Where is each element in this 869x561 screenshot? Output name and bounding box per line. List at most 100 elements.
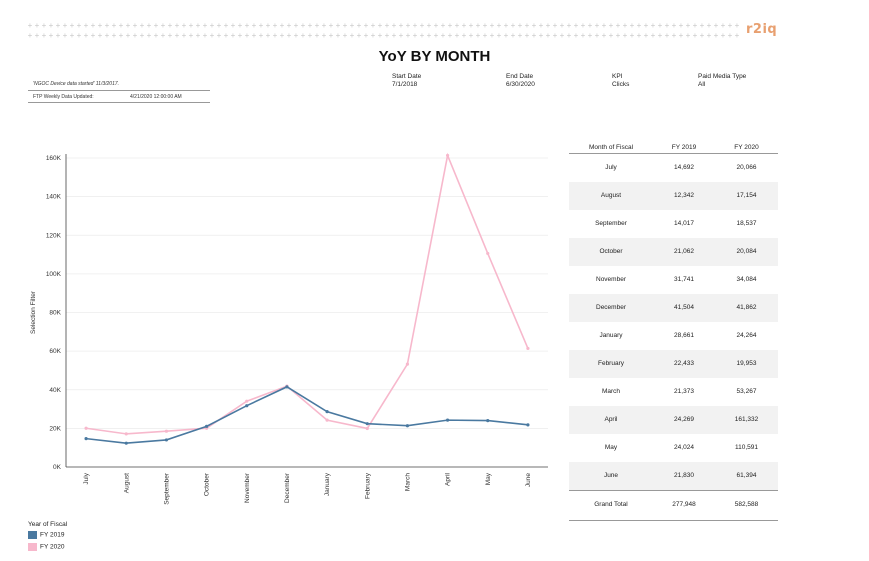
svg-text:+: +	[252, 21, 257, 30]
data-point-fy2020	[84, 426, 88, 430]
table-cell-month: June	[603, 472, 619, 479]
x-tick-label: February	[364, 472, 371, 499]
svg-text:+: +	[525, 21, 530, 30]
svg-text:+: +	[469, 31, 474, 40]
svg-text:+: +	[98, 21, 103, 30]
svg-text:+: +	[161, 21, 166, 30]
svg-text:+: +	[532, 21, 537, 30]
kpi-filter[interactable]: KPI Clicks	[612, 73, 629, 89]
svg-text:+: +	[707, 21, 712, 30]
start-date-filter[interactable]: Start Date 7/1/2018	[392, 73, 421, 89]
svg-text:+: +	[119, 21, 124, 30]
svg-text:+: +	[252, 31, 257, 40]
svg-text:+: +	[658, 21, 663, 30]
data-point-fy2020	[325, 418, 329, 422]
svg-text:+: +	[455, 31, 460, 40]
svg-text:+: +	[630, 21, 635, 30]
svg-text:+: +	[63, 31, 68, 40]
table-total-fy2019: 277,948	[672, 501, 696, 508]
data-point-fy2020	[486, 251, 490, 256]
svg-text:+: +	[623, 31, 628, 40]
table-cell-fy2019: 21,830	[674, 472, 694, 479]
svg-text:+: +	[49, 31, 54, 40]
legend-item-fy2020[interactable]: FY 2020	[28, 543, 64, 551]
svg-text:+: +	[434, 21, 439, 30]
svg-text:+: +	[665, 31, 670, 40]
svg-text:+: +	[329, 21, 334, 30]
svg-text:+: +	[567, 31, 572, 40]
svg-text:+: +	[266, 31, 271, 40]
svg-text:+: +	[196, 31, 201, 40]
svg-text:+: +	[280, 31, 285, 40]
svg-text:+: +	[700, 31, 705, 40]
svg-text:+: +	[308, 21, 313, 30]
svg-text:+: +	[595, 21, 600, 30]
svg-text:+: +	[42, 21, 47, 30]
svg-text:+: +	[518, 31, 523, 40]
svg-text:+: +	[238, 31, 243, 40]
svg-text:+: +	[574, 31, 579, 40]
svg-text:+: +	[364, 31, 369, 40]
svg-text:+: +	[287, 21, 292, 30]
svg-text:+: +	[441, 21, 446, 30]
svg-text:+: +	[651, 21, 656, 30]
svg-text:+: +	[140, 21, 145, 30]
svg-text:+: +	[672, 31, 677, 40]
svg-text:+: +	[175, 21, 180, 30]
table-cell-month: December	[596, 304, 626, 311]
table-cell-month: May	[604, 444, 618, 451]
table-row: June 21,830 61,394	[569, 462, 778, 490]
svg-text:+: +	[728, 21, 733, 30]
svg-text:+: +	[35, 31, 40, 40]
svg-text:+: +	[42, 31, 47, 40]
table-cell-fy2019: 14,692	[674, 164, 694, 171]
table-total-row: Grand Total 277,948 582,588	[569, 490, 778, 521]
end-date-filter[interactable]: End Date 6/30/2020	[506, 73, 535, 89]
x-tick-label: May	[485, 472, 492, 485]
svg-text:+: +	[721, 21, 726, 30]
svg-text:+: +	[371, 31, 376, 40]
x-tick-label: January	[324, 472, 331, 496]
svg-text:+: +	[602, 31, 607, 40]
paid-media-filter[interactable]: Paid Media Type All	[698, 73, 746, 89]
svg-text:+: +	[357, 31, 362, 40]
svg-text:+: +	[357, 21, 362, 30]
y-axis-title: Selection Filter	[30, 290, 37, 334]
svg-text:+: +	[462, 21, 467, 30]
y-tick-label: 100K	[46, 271, 62, 278]
svg-text:+: +	[217, 31, 222, 40]
svg-text:+: +	[427, 31, 432, 40]
brand-logo: r2iq	[746, 22, 778, 37]
data-point-fy2019	[445, 418, 450, 422]
x-tick-label: June	[525, 473, 532, 487]
table-cell-fy2019: 31,741	[674, 276, 694, 283]
table-cell-fy2019: 14,017	[674, 220, 694, 227]
svg-text:+: +	[616, 31, 621, 40]
svg-text:+: +	[126, 31, 131, 40]
x-tick-label: December	[284, 472, 291, 503]
legend-item-fy2019[interactable]: FY 2019	[28, 531, 64, 539]
kpi-value: Clicks	[612, 81, 630, 88]
svg-text:+: +	[532, 31, 537, 40]
page-title: YoY BY MONTH	[378, 48, 491, 65]
data-point-fy2020	[164, 429, 169, 433]
table-cell-month: February	[597, 360, 624, 367]
legend-label-fy2019: FY 2019	[40, 531, 65, 539]
svg-text:+: +	[210, 21, 215, 30]
x-tick-label: March	[404, 473, 411, 491]
table-cell-month: July	[605, 164, 617, 171]
svg-text:+: +	[735, 31, 740, 40]
svg-text:+: +	[105, 31, 110, 40]
data-point-fy2019	[526, 423, 530, 427]
svg-text:+: +	[455, 21, 460, 30]
legend-swatch-fy2020	[28, 543, 37, 551]
svg-text:+: +	[294, 21, 299, 30]
svg-text:+: +	[70, 21, 75, 30]
svg-text:+: +	[714, 21, 719, 30]
table-cell-fy2019: 28,661	[674, 332, 694, 339]
svg-text:+: +	[595, 31, 600, 40]
svg-text:+: +	[476, 31, 481, 40]
table-total-fy2020: 582,588	[734, 501, 759, 508]
data-point-fy2020	[365, 426, 369, 431]
svg-text:+: +	[581, 21, 586, 30]
